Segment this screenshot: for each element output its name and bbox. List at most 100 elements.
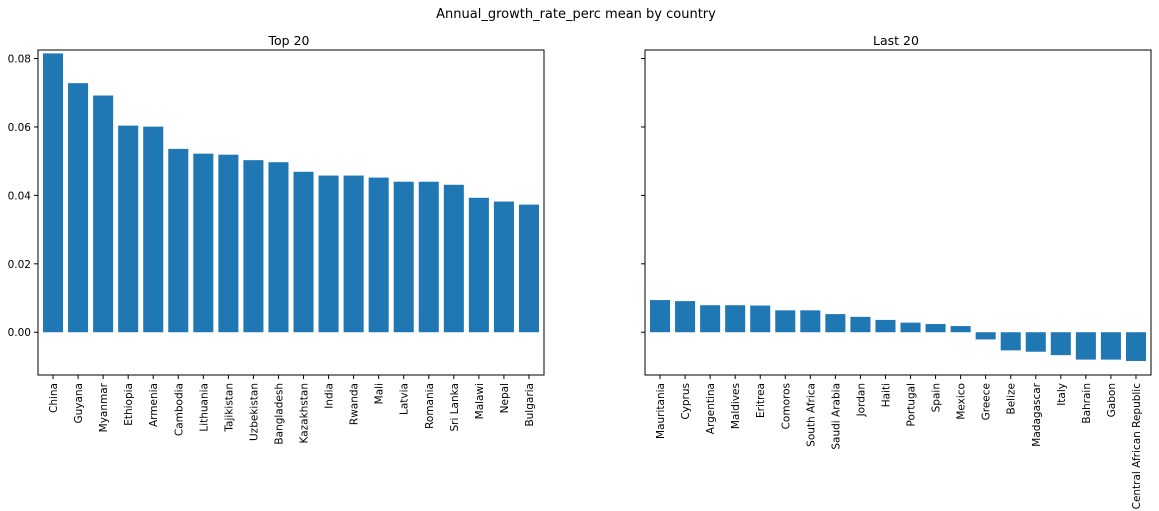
x-tick-label: Haiti xyxy=(880,383,892,407)
x-axis: China Guyana Myanmar Ethiopia Armenia Cambodi… xyxy=(48,375,536,445)
x-tick-label: Central African Republic xyxy=(1131,383,1143,510)
y-axis: 0.00 0.02 0.04 0.06 0.08 xyxy=(8,54,38,339)
x-tick-label: Malawi xyxy=(474,383,486,419)
bar-sri-lanka xyxy=(443,184,464,333)
bar-china xyxy=(43,53,64,333)
plot-frame xyxy=(37,49,545,376)
bar-cyprus xyxy=(675,301,696,333)
x-tick-label: Lithuania xyxy=(198,383,210,432)
bar-portugal xyxy=(900,322,921,333)
bar-tajikistan xyxy=(218,154,239,333)
bar-india xyxy=(318,175,339,333)
x-tick-label: Saudi Arabia xyxy=(830,383,842,450)
bar-jordan xyxy=(850,316,871,333)
x-tick-label: Madagascar xyxy=(1031,382,1043,446)
bar-malawi xyxy=(468,197,489,333)
bar-lithuania xyxy=(193,153,214,333)
x-tick-label: Ethiopia xyxy=(123,383,135,426)
bar-south-africa xyxy=(800,310,821,333)
x-tick-label: Bulgaria xyxy=(524,383,536,427)
chart-top-20: Top 20 0.00 0.02 0.04 0.06 0.08 China Guyana M… xyxy=(8,33,545,445)
bar-saudi-arabia xyxy=(825,314,846,333)
x-tick-label: Guyana xyxy=(73,383,85,424)
x-axis: Mauritania Cyprus Argentina Maldives Eritrea… xyxy=(655,375,1143,509)
x-tick-label: Myanmar xyxy=(98,382,110,432)
y-tick-label: 0.06 xyxy=(8,122,32,134)
x-tick-label: Nepal xyxy=(499,383,511,413)
x-tick-label: Kazakhstan xyxy=(299,383,311,444)
bar-maldives xyxy=(725,305,746,333)
bar-mexico xyxy=(950,326,971,333)
x-tick-label: Gabon xyxy=(1106,383,1118,417)
chart-title: Last 20 xyxy=(873,33,919,48)
bar-comoros xyxy=(775,310,796,333)
bar-nepal xyxy=(493,201,514,333)
bar-eritrea xyxy=(750,305,771,333)
x-tick-label: Belize xyxy=(1006,383,1018,414)
figure-suptitle: Annual_growth_rate_perc mean by country xyxy=(436,7,716,22)
y-tick-label: 0.04 xyxy=(8,190,32,202)
bar-gabon xyxy=(1100,332,1121,360)
x-tick-label: Cambodia xyxy=(173,383,185,436)
bar-group xyxy=(43,53,539,333)
x-tick-label: Mauritania xyxy=(655,383,667,439)
bar-italy xyxy=(1050,332,1071,356)
bar-argentina xyxy=(700,305,721,333)
bar-madagascar xyxy=(1025,332,1046,352)
bar-latvia xyxy=(393,181,414,333)
bar-mauritania xyxy=(650,300,671,333)
x-tick-label: Mali xyxy=(374,383,386,404)
x-tick-label: Mexico xyxy=(956,383,968,420)
x-tick-label: Bangladesh xyxy=(273,383,285,445)
x-tick-label: Rwanda xyxy=(349,383,361,425)
x-tick-label: Italy xyxy=(1056,383,1068,406)
x-tick-label: China xyxy=(48,383,60,413)
x-tick-label: Uzbekistan xyxy=(248,383,260,441)
y-tick-label: 0.02 xyxy=(8,259,31,271)
x-tick-label: Argentina xyxy=(705,383,717,434)
y-axis xyxy=(641,58,645,333)
bar-kazakhstan xyxy=(293,171,314,333)
bar-myanmar xyxy=(93,95,114,333)
x-tick-label: Cyprus xyxy=(680,383,692,420)
bar-spain xyxy=(925,324,946,333)
bar-armenia xyxy=(143,126,164,333)
x-tick-label: Tajikistan xyxy=(223,383,235,433)
y-tick-label: 0.08 xyxy=(8,54,31,66)
bar-ethiopia xyxy=(118,125,139,333)
bar-cambodia xyxy=(168,148,189,333)
bar-bangladesh xyxy=(268,162,289,333)
bar-rwanda xyxy=(343,175,364,333)
x-tick-label: Jordan xyxy=(855,383,867,417)
x-tick-label: Greece xyxy=(981,383,993,420)
bar-greece xyxy=(975,332,996,340)
bar-haiti xyxy=(875,319,896,333)
bar-central-african-republic xyxy=(1125,332,1146,361)
x-tick-label: Spain xyxy=(931,383,943,412)
chart-last-20: Last 20 Mauritania Cyprus Argentina Maldive… xyxy=(641,33,1152,509)
bar-belize xyxy=(1000,332,1021,351)
x-tick-label: Bahrain xyxy=(1081,383,1093,424)
x-tick-label: Latvia xyxy=(399,383,411,415)
plot-frame xyxy=(644,49,1152,376)
y-tick-label: 0.00 xyxy=(8,327,31,339)
x-tick-label: Portugal xyxy=(906,383,918,427)
x-tick-label: Maldives xyxy=(730,383,742,429)
x-tick-label: India xyxy=(324,383,336,409)
chart-title: Top 20 xyxy=(268,33,310,48)
bar-bahrain xyxy=(1075,332,1096,360)
bar-romania xyxy=(418,181,439,333)
x-tick-label: South Africa xyxy=(805,383,817,447)
bar-guyana xyxy=(68,83,89,333)
bar-uzbekistan xyxy=(243,160,264,333)
x-tick-label: Armenia xyxy=(148,383,160,427)
bar-group xyxy=(650,300,1146,361)
bar-mali xyxy=(368,177,389,333)
x-tick-label: Comoros xyxy=(780,383,792,429)
x-tick-label: Romania xyxy=(424,383,436,429)
x-tick-label: Sri Lanka xyxy=(449,383,461,432)
bar-bulgaria xyxy=(518,204,539,333)
x-tick-label: Eritrea xyxy=(755,383,767,418)
